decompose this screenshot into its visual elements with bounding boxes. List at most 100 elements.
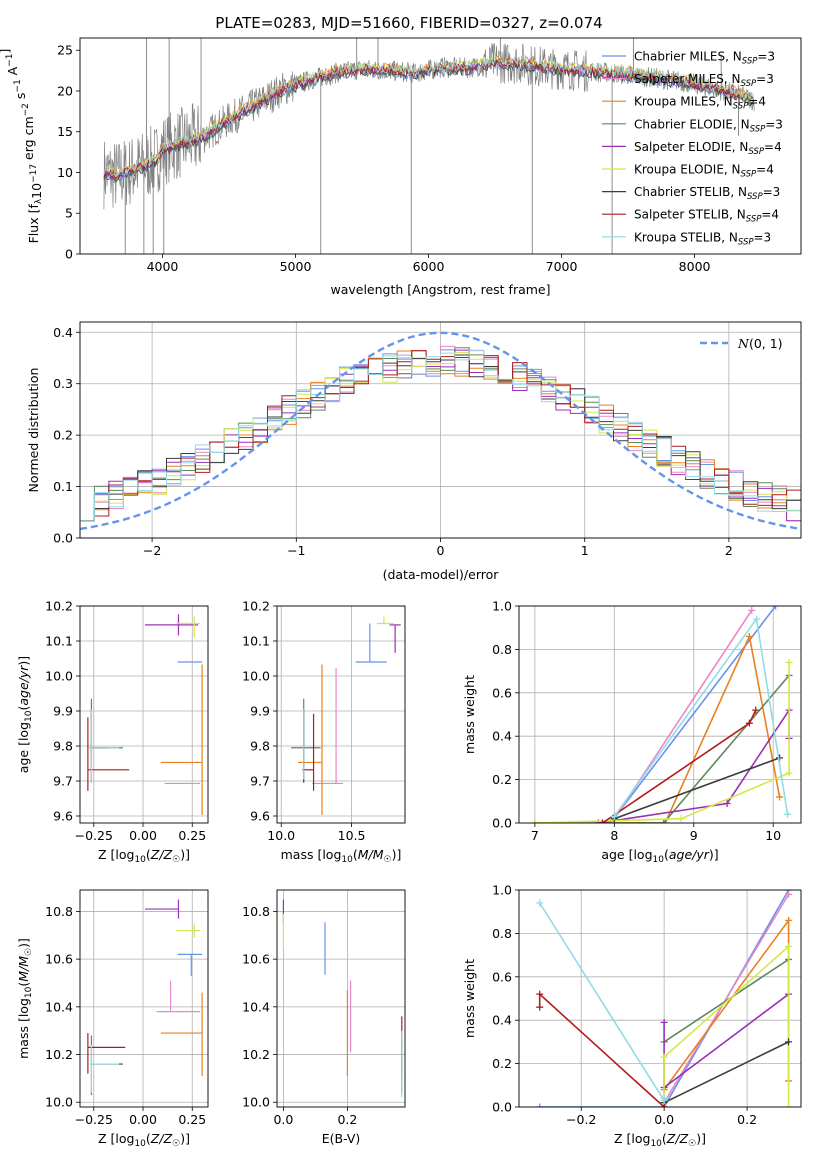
tick-label-y: 0.0 [492, 816, 512, 831]
histogram-chabrier_elodie [80, 347, 801, 522]
tick-label-y: 10.0 [45, 669, 73, 684]
series-marker-salpeter_stelib [752, 706, 760, 714]
tick-label-y: 0.6 [492, 969, 512, 984]
age-vs-mass-xlabel: mass [log10(M/M☉)] [281, 847, 402, 865]
series-marker-kroupa_elodie [785, 1103, 793, 1107]
tick-label-y: 10.2 [242, 1047, 270, 1062]
tick-label-y: 9.6 [53, 809, 73, 824]
tick-label-x: 2 [725, 543, 733, 558]
tick-label-y: 0.2 [492, 772, 512, 787]
series-marker-kroupa_stelib [536, 899, 544, 907]
tick-label-x: −2 [143, 543, 161, 558]
tick-label-y: 10 [57, 165, 73, 180]
residuals-axes [76, 322, 801, 542]
tick-label-y: 5 [65, 206, 73, 221]
tick-label-x: 9 [690, 828, 698, 843]
age_vs_Z-points [87, 614, 203, 815]
tick-label-y: 10.1 [45, 634, 73, 649]
mass-vs-z-xlabel: Z [log10(Z/Z☉)] [98, 1131, 190, 1149]
spectrum-ylabel: Flux [fλ10−17 erg cm−2 s−1 A−1] [0, 49, 44, 244]
weight-vs-z-xlabel: Z [log10(Z/Z☉)] [614, 1131, 706, 1149]
tick-label-x: 1 [581, 543, 589, 558]
tick-label-x: 0.0 [273, 1112, 293, 1127]
tick-label-y: 20 [57, 83, 73, 98]
tick-label-x: 0.2 [337, 1112, 357, 1127]
spectrum-frame [79, 37, 802, 255]
residual-histograms [80, 331, 801, 531]
tick-label-y: 9.9 [250, 704, 270, 719]
series-line-kroupa_miles [534, 633, 781, 823]
tick-label-y: 10.6 [242, 952, 270, 967]
series-marker-salpeter_stelib [536, 990, 544, 998]
tick-label-x: 5000 [280, 259, 312, 274]
legend-label-kroupa_stelib: Kroupa STELIB, NSSP=3 [634, 230, 771, 247]
spectrum-series [103, 38, 755, 254]
series-line-salpeter_stelib [538, 992, 665, 1107]
series-line-chabrier_stelib [614, 757, 780, 820]
series-line-kroupa_miles [663, 917, 790, 1107]
legend-label-salpeter_stelib: Salpeter STELIB, NSSP=4 [634, 208, 779, 225]
residuals-xlabel: (data-model)/error [383, 567, 500, 582]
series-marker-chabrier_elodie [660, 819, 668, 823]
tick-label-y: 1.0 [492, 883, 512, 898]
tick-label-y: 10.8 [45, 904, 73, 919]
tick-label-y: 0.1 [53, 479, 73, 494]
series-marker-chabrier_stelib [785, 1038, 793, 1046]
series-line-kroupa_elodie [534, 662, 790, 823]
tick-label-x: −0.25 [75, 828, 113, 843]
series-marker-chabrier_miles [772, 606, 780, 610]
tick-label-x: 7 [531, 828, 539, 843]
tick-label-y: 9.7 [250, 774, 270, 789]
series-marker-kroupa_elodie [660, 1053, 668, 1061]
weight_vs_age-frame [518, 605, 802, 824]
tick-label-x: 10 [765, 828, 781, 843]
age_vs_Z-axes [76, 605, 208, 827]
tick-label-y: 10.2 [45, 599, 73, 614]
series-marker-kroupa_miles [776, 793, 784, 801]
tick-label-x: 4000 [147, 259, 179, 274]
tick-label-y: 9.9 [53, 704, 73, 719]
series-marker-kroupa_stelib [610, 812, 618, 820]
tick-label-x: 7000 [546, 259, 578, 274]
tick-label-y: 10.0 [45, 1095, 73, 1110]
tick-label-y: 0.3 [53, 376, 73, 391]
legend-label-gaussian: N(0, 1) [737, 336, 783, 351]
histogram-kroupa_miles [80, 350, 801, 522]
weight_vs_age-series [531, 606, 793, 823]
weight_vs_Z-frame [518, 889, 802, 1108]
tick-label-x: 6000 [413, 259, 445, 274]
series-marker-salpeter_elodie [723, 799, 731, 807]
histogram-kroupa_stelib [80, 349, 801, 522]
series-marker-kroupa_elodie [677, 815, 685, 823]
tick-label-y: 15 [57, 124, 73, 139]
weight_vs_age-axes [515, 605, 801, 827]
tick-label-x: 10.0 [267, 828, 295, 843]
tick-label-y: 0.0 [53, 531, 73, 546]
tick-label-y: 0.4 [53, 325, 73, 340]
residuals-ylabel: Normed distribution [26, 368, 41, 493]
age_vs_Z-frame [79, 605, 209, 824]
model-spectrum-salpeter_stelib [103, 58, 754, 180]
tick-label-y: 10.8 [242, 904, 270, 919]
series-marker-salpeter_stelib [660, 1103, 668, 1107]
age-vs-z-ylabel: age [log10(age/yr)] [16, 656, 34, 773]
tick-label-y: 9.6 [250, 809, 270, 824]
series-line-chabrier_elodie [663, 958, 790, 1043]
tick-label-y: 0.8 [492, 926, 512, 941]
tick-label-y: 10.6 [45, 952, 73, 967]
tick-label-x: 0.2 [737, 1112, 757, 1127]
tick-label-y: 10.2 [242, 599, 270, 614]
age_vs_mass-points [291, 616, 401, 815]
series-marker-kroupa_miles [785, 916, 793, 924]
histogram-chabrier_stelib [80, 354, 801, 522]
model-spectrum-kroupa_stelib [103, 55, 754, 177]
tick-label-y: 0.4 [492, 729, 512, 744]
series-line-kroupa_stelib [539, 902, 665, 1104]
legend-label-kroupa_elodie: Kroupa ELODIE, NSSP=4 [634, 163, 774, 180]
weight_vs_age-ylabel: mass weight [462, 675, 477, 754]
tick-label-x: 0.00 [129, 1112, 157, 1127]
tick-label-y: 0.6 [492, 685, 512, 700]
gaussian-curve [80, 331, 801, 531]
series-marker-kroupa_miles [745, 632, 753, 640]
tick-label-y: 9.7 [53, 774, 73, 789]
